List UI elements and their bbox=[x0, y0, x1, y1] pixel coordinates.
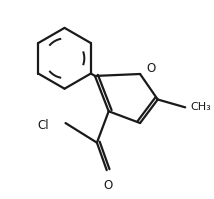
Text: Cl: Cl bbox=[37, 119, 49, 133]
Text: CH₃: CH₃ bbox=[190, 102, 211, 112]
Text: O: O bbox=[146, 62, 156, 75]
Text: O: O bbox=[103, 179, 112, 192]
